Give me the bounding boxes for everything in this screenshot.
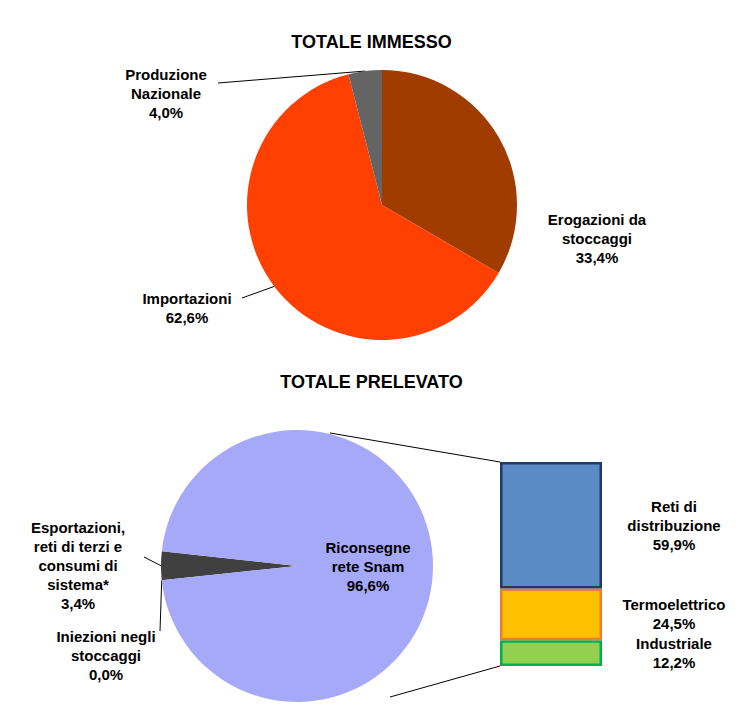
svg-text:62,6%: 62,6% — [166, 309, 209, 326]
svg-text:distribuzione: distribuzione — [627, 517, 720, 534]
svg-text:stoccaggi: stoccaggi — [71, 647, 141, 664]
svg-text:Reti di: Reti di — [651, 498, 697, 515]
svg-text:4,0%: 4,0% — [149, 104, 183, 121]
svg-text:rete Snam: rete Snam — [332, 558, 405, 575]
svg-text:96,6%: 96,6% — [347, 577, 390, 594]
svg-text:Iniezioni negli: Iniezioni negli — [56, 628, 155, 645]
svg-text:Termoelettrico: Termoelettrico — [622, 596, 725, 613]
svg-text:TOTALE IMMESSO: TOTALE IMMESSO — [291, 32, 451, 52]
svg-text:33,4%: 33,4% — [576, 249, 619, 266]
svg-text:stoccaggi: stoccaggi — [562, 230, 632, 247]
svg-text:24,5%: 24,5% — [653, 615, 696, 632]
svg-text:Riconsegne: Riconsegne — [325, 539, 410, 556]
svg-text:59,9%: 59,9% — [653, 536, 696, 553]
svg-text:reti di terzi e: reti di terzi e — [34, 538, 122, 555]
svg-text:Produzione: Produzione — [125, 66, 207, 83]
svg-text:Nazionale: Nazionale — [131, 85, 201, 102]
svg-text:consumi di: consumi di — [38, 557, 117, 574]
svg-text:sistema*: sistema* — [47, 576, 109, 593]
svg-text:12,2%: 12,2% — [653, 654, 696, 671]
svg-text:3,4%: 3,4% — [61, 595, 95, 612]
svg-text:Erogazioni da: Erogazioni da — [548, 211, 647, 228]
svg-text:0,0%: 0,0% — [89, 666, 123, 683]
svg-text:Esportazioni,: Esportazioni, — [31, 519, 125, 536]
svg-text:Importazioni: Importazioni — [142, 290, 231, 307]
svg-text:TOTALE PRELEVATO: TOTALE PRELEVATO — [280, 372, 462, 392]
svg-text:Industriale: Industriale — [636, 635, 712, 652]
